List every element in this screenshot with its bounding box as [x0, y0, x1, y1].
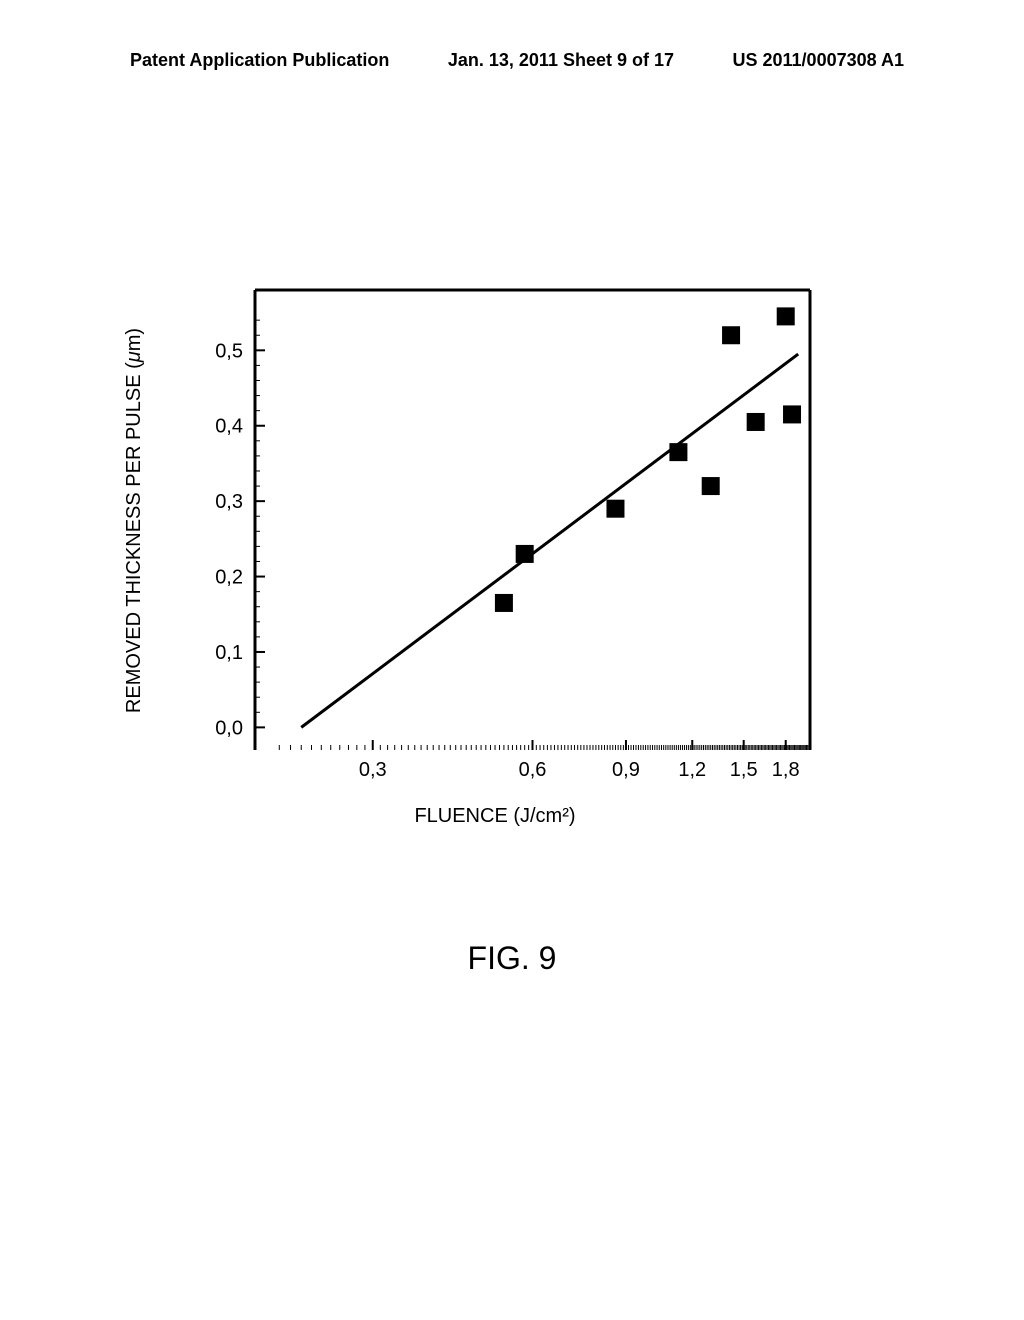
svg-text:0,6: 0,6 [519, 759, 547, 781]
chart-xlabel: FLUENCE (J/cm²) [165, 805, 825, 828]
scatter-chart: 0,3 0,6 0,9 1,2 1,5 1,8 0,0 0,1 0,2 0,3 0,4 0,5 [165, 280, 825, 810]
svg-text:0,1: 0,1 [215, 642, 243, 664]
figure-label: FIG. 9 [0, 940, 1024, 977]
svg-text:0,4: 0,4 [215, 416, 243, 438]
svg-text:0,2: 0,2 [215, 567, 243, 589]
svg-text:0,9: 0,9 [612, 759, 640, 781]
svg-text:1,2: 1,2 [678, 759, 706, 781]
ylabel-container: REMOVED THICKNESS PER PULSE (μm) [120, 290, 150, 750]
chart-svg: 0,3 0,6 0,9 1,2 1,5 1,8 0,0 0,1 0,2 0,3 0,4 0,5 [165, 280, 825, 810]
chart-ylabel: REMOVED THICKNESS PER PULSE (μm) [124, 327, 147, 712]
header-center: Jan. 13, 2011 Sheet 9 of 17 [448, 50, 674, 71]
svg-text:0,5: 0,5 [215, 340, 243, 362]
svg-text:1,8: 1,8 [772, 759, 800, 781]
svg-text:0,0: 0,0 [215, 717, 243, 739]
header-left: Patent Application Publication [130, 50, 389, 71]
svg-text:1,5: 1,5 [730, 759, 758, 781]
svg-text:0,3: 0,3 [359, 759, 387, 781]
patent-header: Patent Application Publication Jan. 13, … [0, 50, 1024, 71]
svg-text:0,3: 0,3 [215, 491, 243, 513]
header-right: US 2011/0007308 A1 [733, 50, 904, 71]
